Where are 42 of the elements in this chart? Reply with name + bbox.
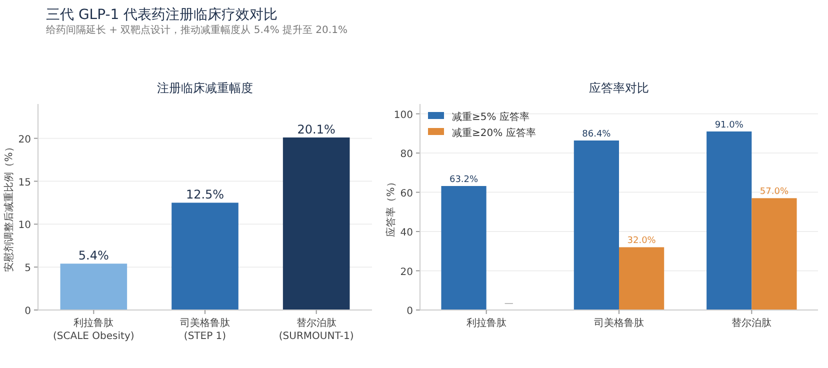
- y-axis-title: 安慰剂调整后减重比例（%）: [3, 142, 15, 272]
- bar: [574, 140, 619, 310]
- legend-label: 减重≥5% 应答率: [452, 111, 530, 123]
- bar: [441, 186, 486, 310]
- x-tick-label: 利拉鲁肽 (SCALE Obesity): [53, 317, 134, 342]
- y-tick-label: 60: [400, 188, 413, 200]
- text: —: [504, 299, 514, 309]
- data-label: 86.4%: [582, 129, 612, 140]
- x-tick-label: 司美格鲁肽: [594, 317, 644, 329]
- y-tick-label: 40: [400, 228, 413, 239]
- y-tick-label: 15: [18, 177, 31, 188]
- y-axis-title: 应答率（%）: [385, 177, 397, 237]
- bar: [282, 137, 350, 310]
- x-tick-label: 替尔泊肽 (SURMOUNT-1): [278, 317, 354, 342]
- y-tick-label: 100: [394, 110, 413, 121]
- x-tick-label: 利拉鲁肽: [466, 317, 506, 329]
- data-label: 12.5%: [186, 188, 224, 202]
- y-tick-label: 20: [400, 266, 413, 278]
- bar: [752, 198, 797, 310]
- bar: [619, 247, 664, 310]
- data-label: 57.0%: [760, 187, 789, 198]
- data-label: 5.4%: [78, 248, 109, 263]
- y-tick-label: 0: [406, 306, 413, 317]
- data-label: 63.2%: [449, 175, 479, 186]
- text: 三代 GLP-1 代表药注册临床疗效对比: [46, 7, 278, 23]
- data-label: 20.1%: [297, 122, 336, 136]
- y-tick-label: 0: [24, 306, 31, 317]
- chart-title: 注册临床减重幅度: [157, 81, 253, 95]
- y-tick-label: 5: [24, 263, 31, 274]
- bar: [172, 202, 238, 310]
- legend-label: 减重≥20% 应答率: [452, 127, 536, 139]
- x-tick-label: 司美格鲁肽 (STEP 1): [180, 317, 230, 342]
- text: 给药间隔延长 + 双靶点设计，推动减重幅度从 5.4% 提升至 20.1%: [46, 24, 348, 36]
- bar: [706, 131, 752, 310]
- y-tick-label: 20: [18, 134, 31, 146]
- y-tick-label: 10: [18, 220, 31, 232]
- x-tick-label: 替尔泊肽: [732, 317, 772, 329]
- bar: [60, 264, 128, 310]
- data-label: 91.0%: [714, 120, 744, 130]
- data-label: 32.0%: [627, 236, 656, 246]
- chart-title: 应答率对比: [589, 81, 649, 95]
- y-tick-label: 80: [400, 149, 413, 160]
